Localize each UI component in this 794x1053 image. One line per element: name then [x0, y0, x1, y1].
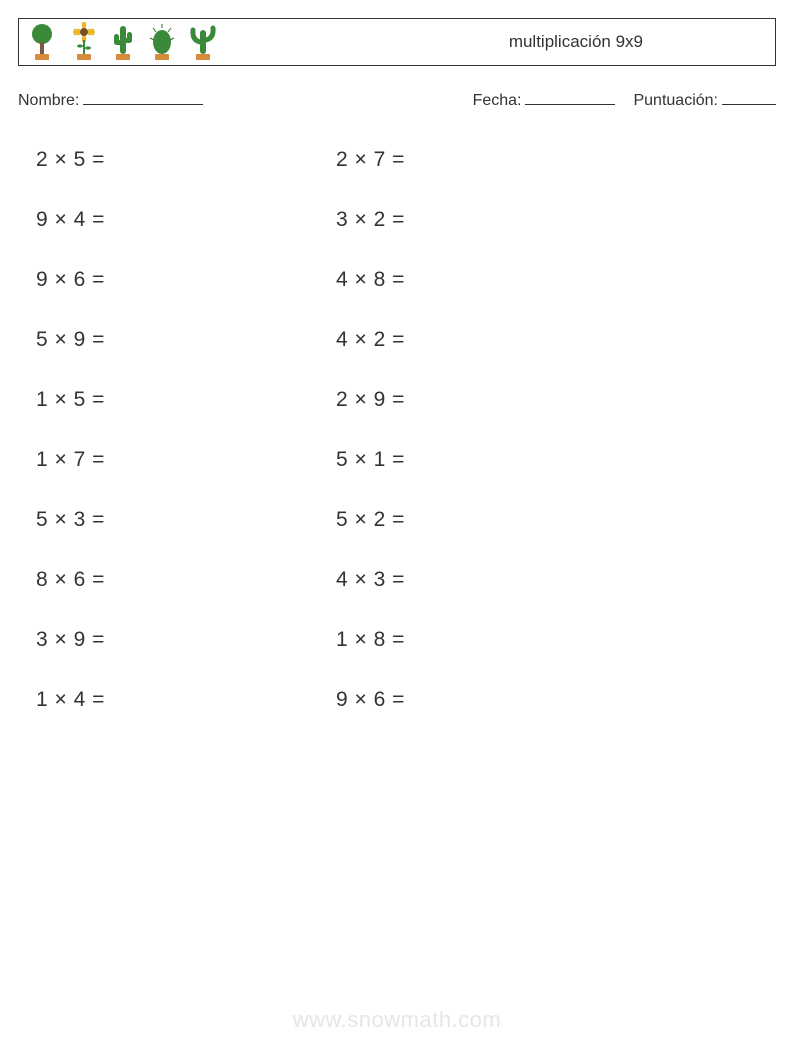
problem: 8 × 6 = — [36, 568, 336, 592]
problem: 5 × 3 = — [36, 508, 336, 532]
problem: 2 × 7 = — [336, 148, 636, 172]
tall-cactus-icon — [111, 22, 135, 62]
score-field: Puntuación: — [633, 90, 776, 110]
branch-cactus-icon — [189, 22, 217, 62]
problem: 1 × 8 = — [336, 628, 636, 652]
sunflower-icon — [71, 22, 97, 62]
problem: 4 × 8 = — [336, 268, 636, 292]
problem: 3 × 9 = — [36, 628, 336, 652]
date-field: Fecha: — [473, 90, 616, 110]
problems-col-1: 2 × 5 = 9 × 4 = 9 × 6 = 5 × 9 = 1 × 5 = 1 × 7… — [36, 148, 336, 712]
worksheet-title: multiplicación 9x9 — [509, 32, 643, 52]
score-blank[interactable] — [722, 90, 776, 105]
name-blank[interactable] — [83, 90, 203, 105]
problem: 1 × 5 = — [36, 388, 336, 412]
problem: 5 × 1 = — [336, 448, 636, 472]
problem: 4 × 2 = — [336, 328, 636, 352]
problem: 9 × 6 = — [36, 268, 336, 292]
problems-grid: 2 × 5 = 9 × 4 = 9 × 6 = 5 × 9 = 1 × 5 = 1 × 7… — [18, 148, 776, 712]
problem: 9 × 4 = — [36, 208, 336, 232]
score-label: Puntuación: — [633, 92, 718, 109]
problem: 2 × 5 = — [36, 148, 336, 172]
problem: 5 × 9 = — [36, 328, 336, 352]
info-row: Nombre: Fecha: Puntuación: — [18, 90, 776, 110]
problem: 5 × 2 = — [336, 508, 636, 532]
name-label: Nombre: — [18, 92, 79, 109]
date-blank[interactable] — [525, 90, 615, 105]
problems-col-2: 2 × 7 = 3 × 2 = 4 × 8 = 4 × 2 = 2 × 9 = 5 × 1… — [336, 148, 636, 712]
name-field: Nombre: — [18, 90, 473, 110]
watermark: www.snowmath.com — [0, 1007, 794, 1033]
date-label: Fecha: — [473, 92, 522, 109]
problem: 9 × 6 = — [336, 688, 636, 712]
problem: 2 × 9 = — [336, 388, 636, 412]
header-icons — [27, 22, 217, 62]
bushy-cactus-icon — [149, 22, 175, 62]
problem: 3 × 2 = — [336, 208, 636, 232]
header-box: multiplicación 9x9 — [18, 18, 776, 66]
problem: 1 × 4 = — [36, 688, 336, 712]
round-tree-icon — [27, 22, 57, 62]
worksheet-page: multiplicación 9x9 Nombre: Fecha: Puntua… — [0, 0, 794, 1053]
problem: 1 × 7 = — [36, 448, 336, 472]
problem: 4 × 3 = — [336, 568, 636, 592]
